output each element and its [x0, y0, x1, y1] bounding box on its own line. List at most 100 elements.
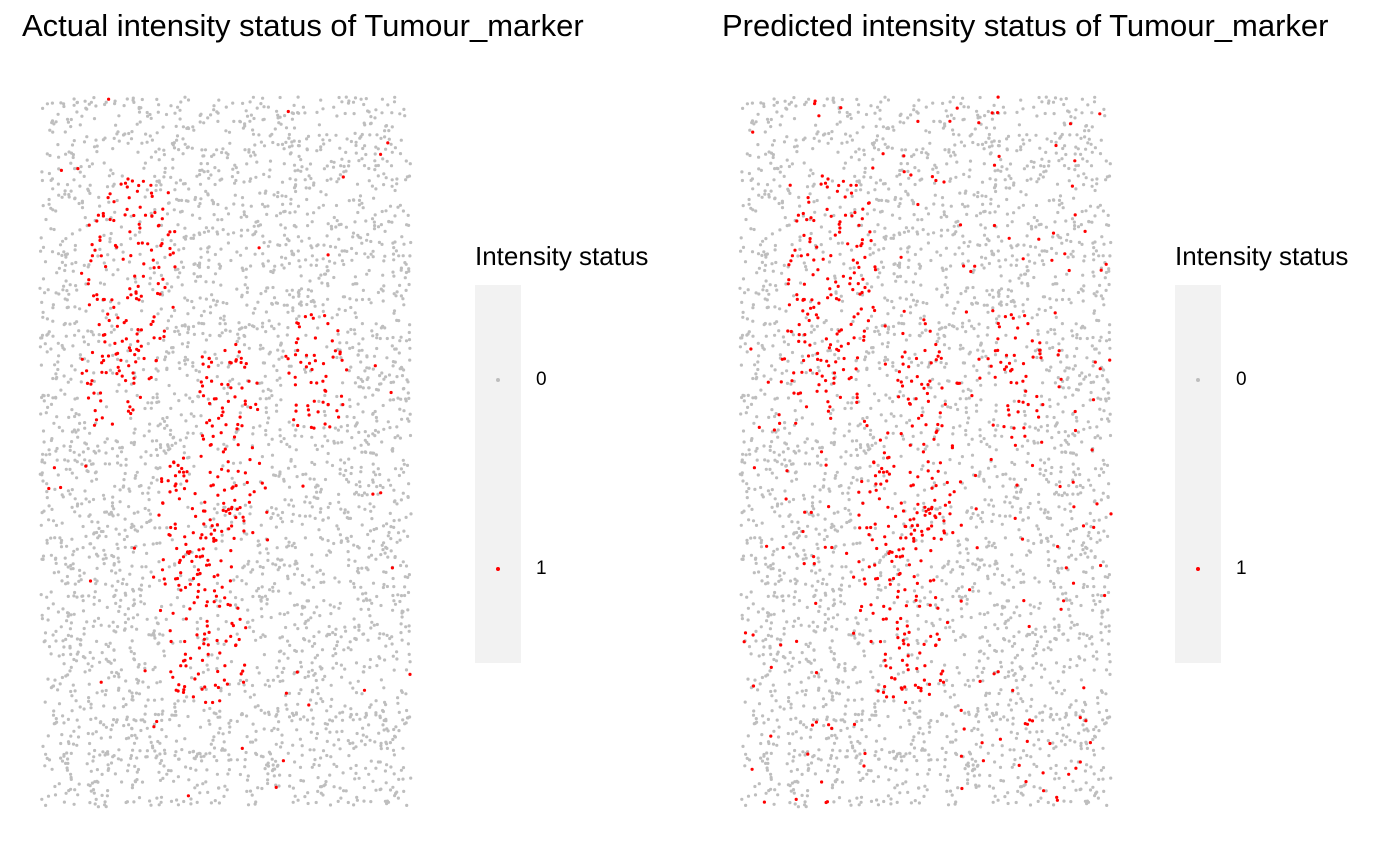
- data-point-status-1: [227, 527, 231, 531]
- data-point-status-0: [212, 755, 216, 759]
- data-point-status-0: [366, 638, 370, 642]
- data-point-status-0: [270, 506, 274, 510]
- data-point-status-0: [360, 241, 364, 245]
- data-point-status-0: [46, 606, 51, 610]
- data-point-status-0: [110, 569, 114, 573]
- data-point-status-1: [115, 372, 119, 376]
- chart-title-predicted: Predicted intensity status of Tumour_mar…: [722, 8, 1329, 43]
- data-point-status-0: [832, 431, 836, 435]
- data-point-status-1: [181, 690, 186, 695]
- data-point-status-0: [393, 188, 397, 193]
- data-point-status-1: [218, 604, 222, 608]
- data-point-status-0: [97, 333, 101, 337]
- data-point-status-0: [995, 567, 1000, 571]
- data-point-status-0: [771, 269, 775, 273]
- data-point-status-0: [243, 765, 247, 769]
- data-point-status-0: [371, 779, 375, 783]
- data-point-status-0: [149, 453, 153, 457]
- data-point-status-0: [1034, 661, 1039, 666]
- data-point-status-1: [188, 582, 192, 586]
- data-point-status-0: [123, 528, 127, 532]
- data-point-status-0: [111, 620, 115, 624]
- data-point-status-1: [309, 380, 313, 385]
- data-point-status-0: [218, 322, 222, 326]
- data-point-status-0: [395, 177, 399, 181]
- data-point-status-0: [399, 594, 404, 598]
- data-point-status-0: [157, 560, 161, 564]
- data-point-status-0: [145, 617, 149, 621]
- data-point-status-0: [287, 485, 292, 489]
- data-point-status-0: [763, 189, 767, 193]
- data-point-status-0: [165, 415, 169, 420]
- data-point-status-0: [367, 484, 371, 488]
- data-point-status-0: [73, 243, 77, 248]
- data-point-status-0: [861, 633, 865, 637]
- data-point-status-0: [394, 249, 398, 253]
- data-point-status-0: [66, 594, 70, 599]
- data-point-status-0: [190, 676, 194, 680]
- data-point-status-0: [989, 202, 993, 206]
- data-point-status-0: [45, 756, 49, 761]
- data-point-status-1: [110, 422, 114, 426]
- data-point-status-0: [836, 681, 840, 685]
- data-point-status-0: [246, 405, 250, 409]
- data-point-status-0: [49, 438, 54, 443]
- data-point-status-0: [860, 728, 864, 732]
- data-point-status-0: [270, 324, 274, 328]
- data-point-status-0: [919, 283, 923, 287]
- data-point-status-0: [317, 763, 321, 768]
- data-point-status-0: [40, 170, 44, 174]
- data-point-status-1: [244, 362, 248, 366]
- data-point-status-1: [324, 374, 328, 378]
- data-point-status-0: [1079, 747, 1083, 751]
- data-point-status-0: [338, 472, 342, 476]
- data-point-status-0: [325, 133, 329, 137]
- data-point-status-0: [388, 511, 392, 515]
- data-point-status-0: [95, 150, 99, 154]
- data-point-status-0: [384, 124, 388, 128]
- data-point-status-0: [69, 377, 73, 381]
- data-point-status-0: [226, 365, 230, 369]
- data-point-status-0: [837, 587, 842, 591]
- data-point-status-0: [999, 688, 1003, 692]
- data-point-status-0: [49, 402, 54, 406]
- data-point-status-0: [109, 761, 114, 765]
- data-point-status-1: [323, 314, 327, 318]
- data-point-status-0: [348, 404, 352, 409]
- data-point-status-0: [380, 209, 384, 214]
- data-point-status-0: [367, 268, 371, 273]
- data-point-status-0: [65, 544, 69, 548]
- data-point-status-0: [67, 415, 71, 419]
- data-point-status-0: [132, 431, 136, 435]
- data-point-status-0: [764, 761, 768, 766]
- data-point-status-0: [287, 364, 291, 368]
- data-point-status-0: [310, 668, 314, 672]
- data-point-status-0: [744, 453, 748, 457]
- data-point-status-0: [360, 157, 364, 161]
- data-point-status-0: [785, 762, 789, 766]
- data-point-status-0: [1082, 259, 1086, 263]
- data-point-status-0: [822, 478, 826, 482]
- data-point-status-1: [137, 298, 141, 302]
- data-point-status-0: [812, 754, 816, 758]
- data-point-status-0: [95, 639, 99, 644]
- data-point-status-0: [300, 604, 304, 609]
- data-point-status-0: [81, 599, 85, 603]
- data-point-status-0: [250, 324, 255, 328]
- data-point-status-0: [54, 291, 58, 295]
- data-point-status-0: [117, 114, 121, 118]
- data-point-status-0: [359, 377, 363, 381]
- data-point-status-0: [329, 177, 333, 181]
- data-point-status-1: [92, 391, 96, 395]
- data-point-status-0: [382, 284, 386, 288]
- data-point-status-1: [140, 241, 144, 245]
- data-point-status-0: [53, 793, 58, 797]
- data-point-status-0: [62, 721, 66, 725]
- data-point-status-0: [768, 669, 772, 673]
- data-point-status-0: [905, 637, 909, 641]
- data-point-status-0: [127, 723, 131, 727]
- data-point-status-0: [83, 99, 87, 103]
- data-point-status-0: [70, 440, 74, 444]
- data-point-status-0: [408, 346, 412, 350]
- data-point-status-0: [276, 116, 280, 120]
